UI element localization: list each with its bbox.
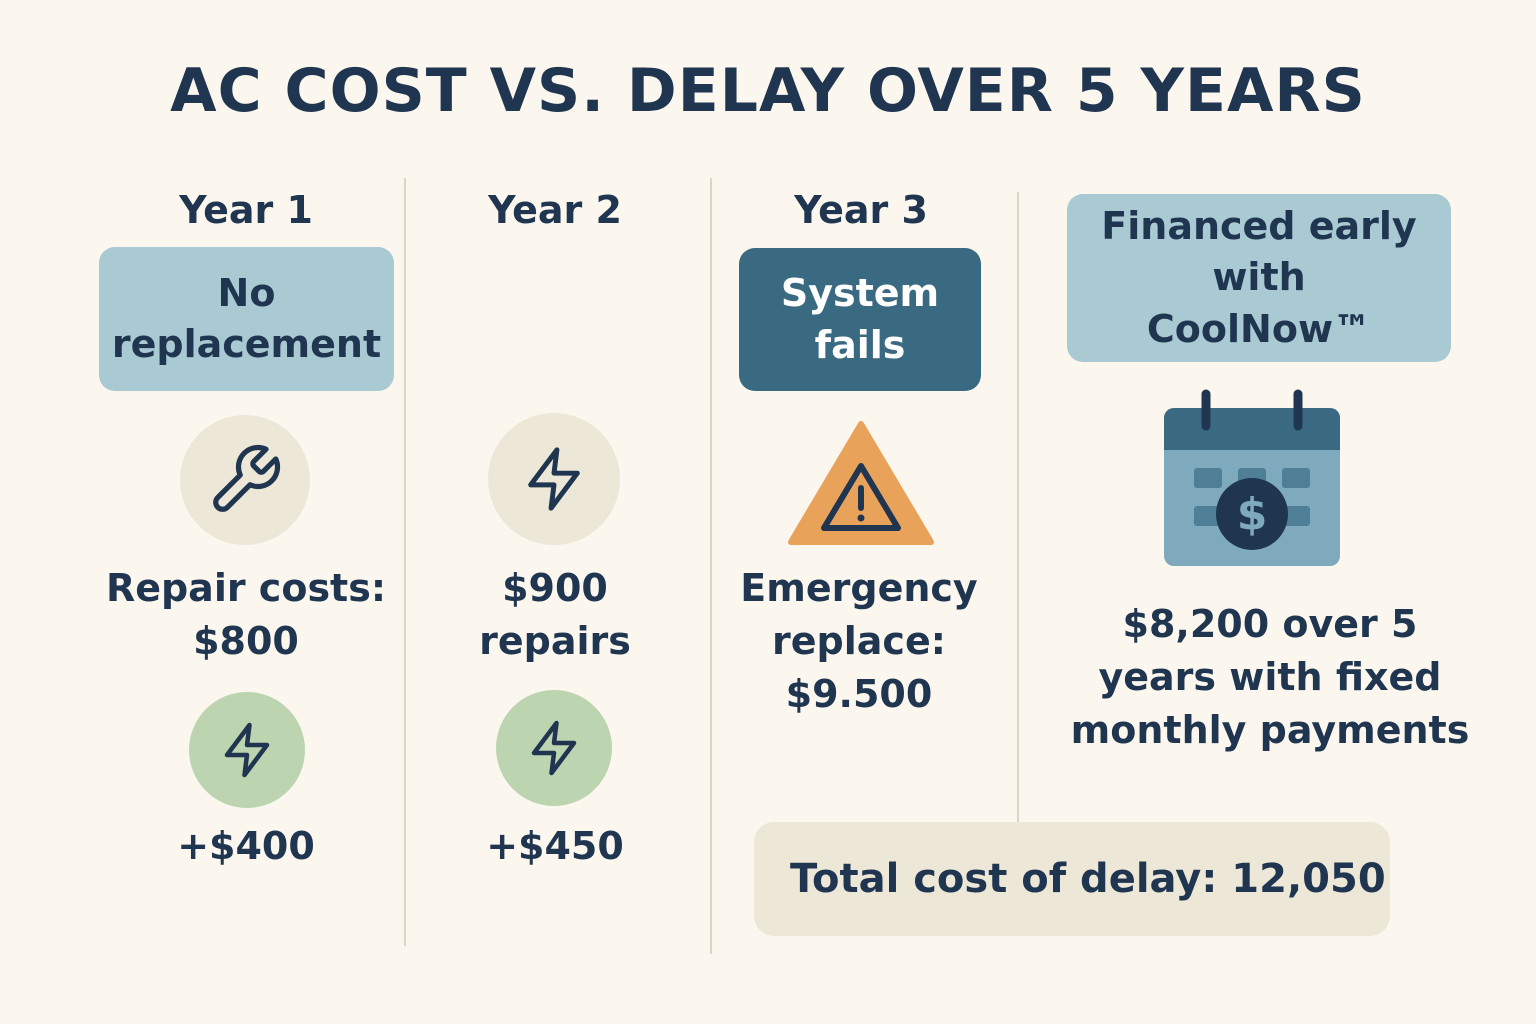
financing-text: Financed early with CoolNow™ <box>1101 204 1417 351</box>
column-divider <box>1017 192 1019 822</box>
year-2-repair-costs: $900 repairs <box>479 566 631 664</box>
year-3-label: Year 3 <box>794 188 928 232</box>
year-2-label: Year 2 <box>488 188 622 232</box>
column-divider <box>404 178 406 946</box>
wrench-icon <box>180 415 310 545</box>
no-replacement-text: No replacement <box>111 270 382 366</box>
lightning-icon <box>488 413 620 545</box>
total-cost-text: Total cost of delay: 12,050 <box>790 856 1386 902</box>
emergency-replace-cost: Emergency replace: $9.500 <box>740 566 978 717</box>
total-cost-banner: Total cost of delay: 12,050 <box>754 822 1390 936</box>
svg-text:$: $ <box>1237 489 1268 540</box>
system-fails-text: System fails <box>780 271 940 367</box>
system-fails-badge: System fails <box>739 248 981 391</box>
lightning-icon <box>496 690 612 806</box>
financing-description: $8,200 over 5 years with fixed monthly p… <box>1070 602 1470 753</box>
warning-icon <box>786 418 936 548</box>
column-divider <box>710 178 712 954</box>
year-1-repair-costs: Repair costs: $800 <box>105 566 387 664</box>
page-title: AC COST VS. DELAY OVER 5 YEARS <box>170 56 1366 126</box>
calendar-dollar-icon: $ <box>1160 388 1344 570</box>
no-replacement-badge: No replacement <box>99 247 394 391</box>
year-1-extra-cost: +$400 <box>177 824 315 868</box>
year-1-label: Year 1 <box>179 188 313 232</box>
lightning-icon <box>189 692 305 808</box>
financing-badge: Financed early with CoolNow™ <box>1067 194 1451 362</box>
year-2-extra-cost: +$450 <box>486 824 624 868</box>
